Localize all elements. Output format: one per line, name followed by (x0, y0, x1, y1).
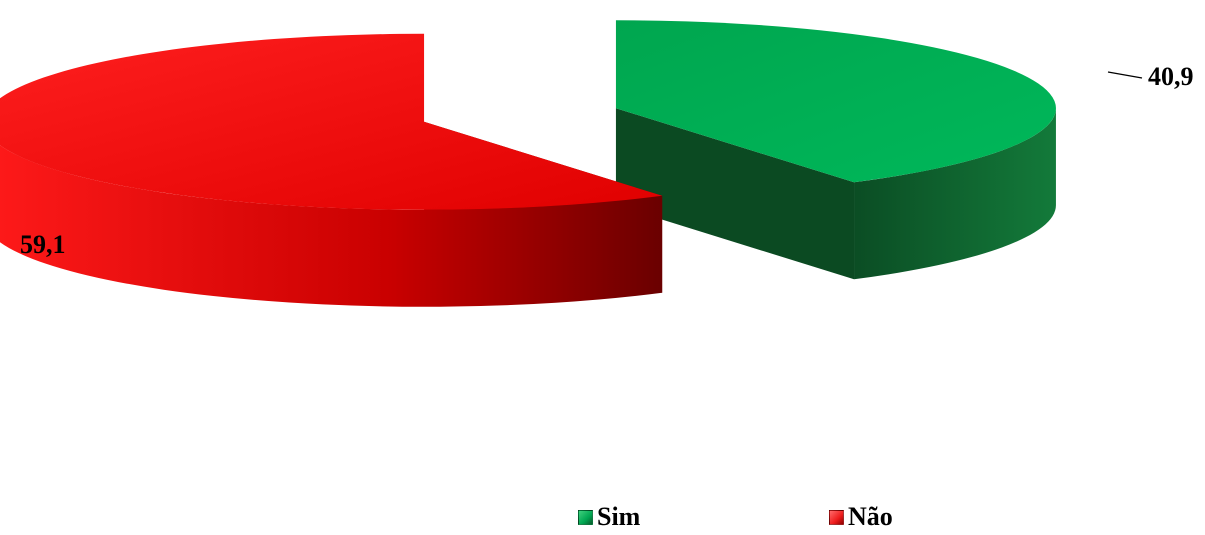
pie-slice-nao (0, 33, 663, 307)
pie-slice-sim-top (615, 20, 1056, 183)
pie-slice-sim (615, 20, 1056, 280)
pie-slice-sim-wall-end (615, 108, 855, 280)
legend-swatch-nao (829, 509, 844, 525)
legend-item-sim: Sim (578, 502, 640, 532)
pie-slice-nao-top (0, 33, 663, 210)
legend-swatch-sim (578, 509, 593, 525)
pie-slice-sim-side (854, 108, 1056, 280)
pie-slice-nao-side (0, 145, 663, 307)
legend-label-nao: Não (848, 502, 893, 531)
legend: Sim Não (0, 500, 1205, 532)
leader-line-sim (1107, 71, 1143, 79)
legend-label-sim: Sim (597, 502, 641, 531)
data-label-nao: 59,1 (20, 230, 66, 259)
legend-item-nao: Não (829, 502, 893, 532)
data-label-sim: 40,9 (1148, 62, 1194, 91)
